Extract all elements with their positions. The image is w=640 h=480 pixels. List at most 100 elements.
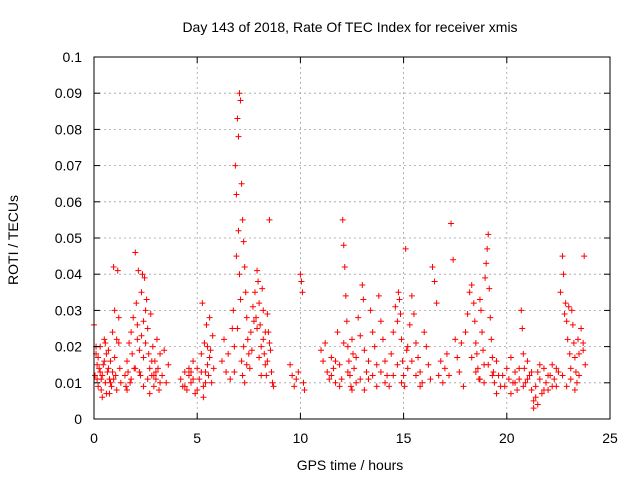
data-point-0-311 [468,282,475,289]
data-point-0-244 [384,372,391,379]
data-point-0-274 [406,321,413,328]
data-point-0-211 [330,365,337,372]
data-point-0-413 [576,372,583,379]
data-point-0-305 [456,368,463,375]
data-point-0-155 [248,347,255,354]
y-tick-label-7: 0.07 [55,158,82,174]
data-point-0-110 [200,383,207,390]
data-point-0-79 [159,372,166,379]
data-point-0-19 [110,263,117,270]
data-point-0-26 [117,379,124,386]
data-point-0-161 [237,296,244,303]
data-point-0-72 [150,383,157,390]
data-point-0-204 [301,387,308,394]
data-point-0-154 [247,329,254,336]
data-point-0-25 [116,365,123,372]
data-point-0-239 [373,361,380,368]
data-point-0-404 [576,350,583,357]
data-point-0-330 [489,354,496,361]
data-point-0-414 [580,339,587,346]
data-point-0-68 [146,365,153,372]
data-point-0-252 [353,354,360,361]
data-point-0-301 [448,220,455,227]
data-point-0-266 [397,311,404,318]
data-point-0-235 [365,376,372,383]
data-point-0-76 [154,365,161,372]
data-point-0-135 [227,376,234,383]
data-point-0-361 [532,383,539,390]
data-point-0-283 [425,361,432,368]
data-point-0-248 [336,383,343,390]
data-point-0-406 [580,347,587,354]
data-point-0-242 [379,336,386,343]
data-point-0-164 [239,372,246,379]
data-point-0-103 [188,379,195,386]
data-point-0-114 [204,361,211,368]
data-point-0-364 [538,390,545,397]
data-point-0-91 [157,379,164,386]
data-point-0-11 [102,379,109,386]
data-point-0-332 [491,379,498,386]
data-point-0-209 [326,376,333,383]
data-point-0-108 [198,350,205,357]
data-point-0-177 [260,336,267,343]
data-point-0-230 [357,332,364,339]
data-points [91,90,589,412]
data-point-0-121 [181,383,188,390]
data-point-0-307 [460,383,467,390]
data-point-0-90 [152,368,159,375]
data-point-0-80 [161,347,168,354]
data-point-0-250 [344,368,351,375]
data-point-0-270 [401,383,408,390]
data-point-0-185 [268,368,275,375]
data-point-0-353 [519,325,526,332]
data-point-0-287 [398,379,405,386]
data-point-0-46 [124,358,131,365]
data-point-0-47 [125,368,132,375]
grid-lines [94,57,610,419]
data-point-0-347 [507,354,514,361]
data-point-0-160 [236,271,243,278]
data-point-0-173 [256,300,263,307]
data-point-0-65 [143,296,150,303]
data-point-0-321 [480,347,487,354]
data-point-0-215 [338,376,345,383]
data-point-0-233 [361,347,368,354]
data-point-0-219 [342,292,349,299]
data-point-0-299 [443,350,450,357]
data-point-0-366 [543,379,550,386]
data-point-0-405 [578,325,585,332]
data-point-0-295 [435,372,442,379]
data-point-0-343 [499,372,506,379]
data-point-0-196 [289,372,296,379]
data-point-0-83 [124,387,131,394]
data-point-0-231 [359,282,366,289]
data-point-0-281 [421,329,428,336]
data-point-0-203 [300,379,307,386]
data-point-0-271 [402,245,409,252]
data-point-0-228 [353,379,360,386]
data-point-0-188 [254,325,261,332]
x-axis-label: GPS time / hours [297,457,404,473]
data-point-0-29 [97,368,104,375]
y-tick-label-5: 0.05 [55,230,82,246]
data-point-0-329 [488,336,495,343]
data-point-0-409 [559,372,566,379]
data-point-0-4 [95,383,102,390]
data-point-0-134 [225,350,232,357]
y-tick-label-3: 0.03 [55,302,82,318]
data-point-0-206 [320,358,327,365]
data-point-0-262 [392,303,399,310]
data-point-0-126 [202,379,209,386]
data-point-0-346 [505,376,512,383]
data-point-0-243 [382,358,389,365]
data-point-0-310 [466,289,473,296]
data-point-0-75 [153,336,160,343]
data-point-0-50 [128,329,135,336]
data-point-0-123 [190,376,197,383]
data-point-0-380 [536,361,543,368]
data-point-0-272 [403,347,410,354]
data-point-0-379 [532,394,539,401]
y-tick-label-8: 0.08 [55,121,82,137]
data-point-0-181 [264,311,271,318]
